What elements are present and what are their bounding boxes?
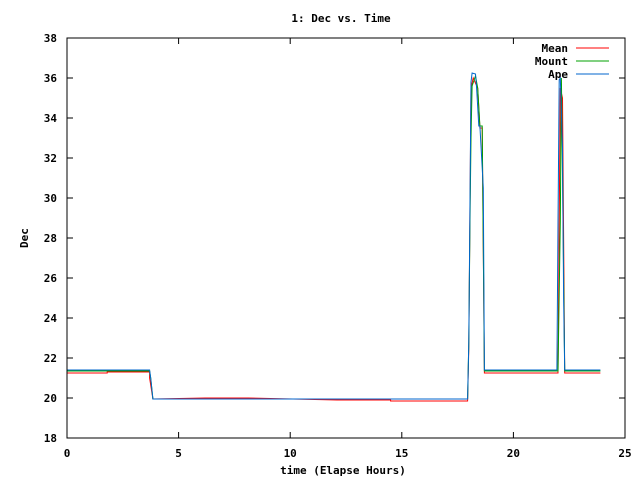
- plot-frame: [66, 37, 626, 439]
- y-tick-label: 24: [44, 312, 58, 325]
- x-tick-label: 0: [64, 447, 71, 460]
- legend-label-ape: Ape: [548, 68, 568, 81]
- y-tick-label: 38: [44, 32, 57, 45]
- axis-ticks: 0 5 10 15 20 25 18 20 22 24 26 28 30 32 34 36 38: [44, 32, 632, 460]
- x-tick-label: 25: [618, 447, 631, 460]
- y-tick-label: 32: [44, 152, 57, 165]
- plot-series: [67, 72, 601, 402]
- legend-label-mean: Mean: [542, 42, 569, 55]
- legend-label-mount: Mount: [535, 55, 568, 68]
- y-tick-label: 26: [44, 272, 58, 285]
- x-tick-label: 10: [284, 447, 297, 460]
- y-tick-label: 30: [44, 192, 57, 205]
- x-axis-label: time (Elapse Hours): [280, 464, 406, 477]
- y-tick-label: 18: [44, 432, 57, 445]
- x-tick-label: 20: [507, 447, 520, 460]
- chart-title: 1: Dec vs. Time: [291, 12, 391, 25]
- y-axis-label: Dec: [18, 228, 31, 248]
- y-tick-label: 28: [44, 232, 57, 245]
- y-tick-label: 34: [44, 112, 58, 125]
- series-line-mean: [67, 76, 601, 402]
- x-tick-label: 15: [395, 447, 408, 460]
- y-tick-label: 20: [44, 392, 57, 405]
- y-tick-label: 22: [44, 352, 57, 365]
- x-tick-label: 5: [175, 447, 182, 460]
- series-line-mount: [67, 74, 601, 400]
- y-tick-label: 36: [44, 72, 58, 85]
- series-line-ape: [67, 72, 601, 400]
